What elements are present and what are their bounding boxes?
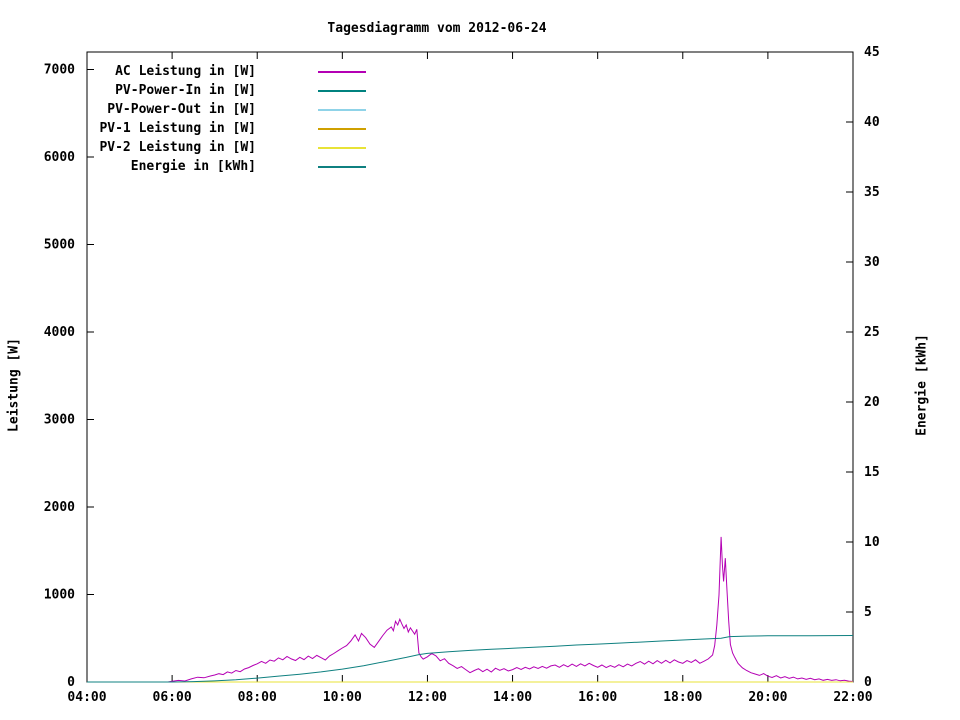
x-tick-label: 14:00	[493, 690, 532, 705]
legend-label: Energie in [kWh]	[130, 159, 256, 174]
y-right-tick-label: 15	[864, 465, 880, 480]
x-tick-label: 18:00	[663, 690, 702, 705]
y-right-tick-label: 5	[864, 605, 872, 620]
y-left-tick-label: 5000	[44, 238, 75, 253]
legend-swatch	[318, 108, 366, 111]
y-left-tick-label: 4000	[44, 325, 75, 340]
y-right-tick-label: 40	[864, 115, 880, 130]
y-right-tick-label: 10	[864, 535, 880, 550]
x-tick-label: 10:00	[323, 690, 362, 705]
y-right-tick-label: 35	[864, 185, 880, 200]
legend-swatch	[318, 165, 366, 168]
y-left-tick-label: 6000	[44, 150, 75, 165]
x-tick-label: 12:00	[408, 690, 447, 705]
legend-item: PV-2 Leistung in [W]	[88, 138, 366, 157]
legend-swatch	[318, 89, 366, 92]
legend-label: PV-2 Leistung in [W]	[99, 140, 256, 155]
legend-item: PV-1 Leistung in [W]	[88, 119, 366, 138]
y-right-tick-label: 30	[864, 255, 880, 270]
y-left-tick-label: 7000	[44, 63, 75, 78]
x-tick-label: 16:00	[578, 690, 617, 705]
x-tick-label: 22:00	[833, 690, 872, 705]
legend-label: AC Leistung in [W]	[115, 64, 256, 79]
legend-swatch	[318, 70, 366, 73]
chart-title: Tagesdiagramm vom 2012-06-24	[327, 21, 547, 36]
legend-swatch	[318, 146, 366, 149]
series-line-energie-in-kwh	[87, 635, 854, 683]
y-left-tick-label: 1000	[44, 588, 75, 603]
legend-item: AC Leistung in [W]	[88, 62, 366, 81]
legend-label: PV-1 Leistung in [W]	[99, 121, 256, 136]
legend: AC Leistung in [W] PV-Power-In in [W] PV-P…	[88, 62, 366, 176]
y-right-tick-label: 45	[864, 45, 880, 60]
x-tick-label: 20:00	[748, 690, 787, 705]
y-left-tick-label: 2000	[44, 500, 75, 515]
x-tick-label: 08:00	[238, 690, 277, 705]
y-left-tick-label: 0	[67, 675, 75, 690]
y-right-tick-label: 25	[864, 325, 880, 340]
legend-swatch	[318, 127, 366, 130]
legend-item: PV-Power-In in [W]	[88, 81, 366, 100]
y-right-tick-label: 0	[864, 675, 872, 690]
y-left-tick-label: 3000	[44, 413, 75, 428]
legend-label: PV-Power-In in [W]	[115, 83, 256, 98]
x-tick-label: 06:00	[153, 690, 192, 705]
x-tick-label: 04:00	[67, 690, 106, 705]
legend-item: Energie in [kWh]	[88, 157, 366, 176]
y-right-tick-label: 20	[864, 395, 880, 410]
series-line-ac-leistung-in-w	[87, 536, 854, 683]
legend-label: PV-Power-Out in [W]	[107, 102, 256, 117]
legend-item: PV-Power-Out in [W]	[88, 100, 366, 119]
